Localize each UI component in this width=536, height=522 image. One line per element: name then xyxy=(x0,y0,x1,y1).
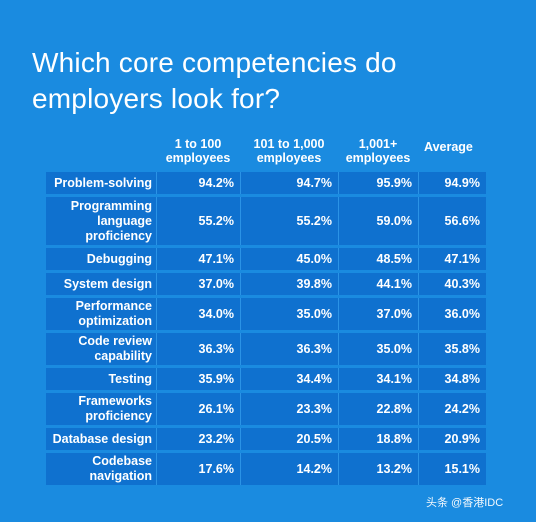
cell-value: 35.0% xyxy=(240,298,338,330)
cell-value: 94.9% xyxy=(418,172,486,194)
row-label: Codebase navigation xyxy=(46,453,156,485)
cell-value: 59.0% xyxy=(338,197,418,245)
table-row: Testing 35.9% 34.4% 34.1% 34.8% xyxy=(46,368,486,390)
table-row: Performance optimization 34.0% 35.0% 37.… xyxy=(46,298,486,330)
row-label: Problem-solving xyxy=(46,172,156,194)
column-header: 1,001+ employees xyxy=(345,137,411,165)
column-header: 1 to 100 employees xyxy=(165,137,231,165)
cell-value: 20.5% xyxy=(240,428,338,450)
cell-value: 22.8% xyxy=(338,393,418,425)
cell-value: 36.3% xyxy=(156,333,240,365)
cell-value: 94.7% xyxy=(240,172,338,194)
row-label: Database design xyxy=(46,428,156,450)
cell-value: 34.1% xyxy=(338,368,418,390)
cell-value: 35.9% xyxy=(156,368,240,390)
cell-value: 13.2% xyxy=(338,453,418,485)
cell-value: 44.1% xyxy=(338,273,418,295)
cell-value: 20.9% xyxy=(418,428,486,450)
table-row: Database design 23.2% 20.5% 18.8% 20.9% xyxy=(46,428,486,450)
header-empty xyxy=(46,129,156,169)
table-row: Code review capability 36.3% 36.3% 35.0%… xyxy=(46,333,486,365)
table-row: Problem-solving 94.2% 94.7% 95.9% 94.9% xyxy=(46,172,486,194)
cell-value: 95.9% xyxy=(338,172,418,194)
cell-value: 36.0% xyxy=(418,298,486,330)
table-row: Frameworks proficiency 26.1% 23.3% 22.8%… xyxy=(46,393,486,425)
row-label: Debugging xyxy=(46,248,156,270)
table-row: Debugging 47.1% 45.0% 48.5% 47.1% xyxy=(46,248,486,270)
competency-table: 1 to 100 employees 101 to 1,000 employee… xyxy=(46,126,486,488)
cell-value: 37.0% xyxy=(156,273,240,295)
cell-value: 18.8% xyxy=(338,428,418,450)
cell-value: 23.2% xyxy=(156,428,240,450)
cell-value: 47.1% xyxy=(156,248,240,270)
row-label: Performance optimization xyxy=(46,298,156,330)
row-label: System design xyxy=(46,273,156,295)
column-header: Average xyxy=(424,140,473,154)
cell-value: 39.8% xyxy=(240,273,338,295)
cell-value: 37.0% xyxy=(338,298,418,330)
cell-value: 14.2% xyxy=(240,453,338,485)
column-header: 101 to 1,000 employees xyxy=(253,137,325,165)
cell-value: 48.5% xyxy=(338,248,418,270)
table-header-row: 1 to 100 employees 101 to 1,000 employee… xyxy=(46,129,486,169)
cell-value: 26.1% xyxy=(156,393,240,425)
table-row: System design 37.0% 39.8% 44.1% 40.3% xyxy=(46,273,486,295)
cell-value: 23.3% xyxy=(240,393,338,425)
cell-value: 35.0% xyxy=(338,333,418,365)
watermark: 头条 @香港IDC xyxy=(426,497,504,509)
cell-value: 36.3% xyxy=(240,333,338,365)
table-row: Codebase navigation 17.6% 14.2% 13.2% 15… xyxy=(46,453,486,485)
cell-value: 34.0% xyxy=(156,298,240,330)
row-label: Testing xyxy=(46,368,156,390)
cell-value: 94.2% xyxy=(156,172,240,194)
cell-value: 15.1% xyxy=(418,453,486,485)
cell-value: 55.2% xyxy=(156,197,240,245)
cell-value: 17.6% xyxy=(156,453,240,485)
cell-value: 55.2% xyxy=(240,197,338,245)
table-row: Programming language proficiency 55.2% 5… xyxy=(46,197,486,245)
cell-value: 24.2% xyxy=(418,393,486,425)
cell-value: 35.8% xyxy=(418,333,486,365)
row-label: Code review capability xyxy=(46,333,156,365)
cell-value: 34.8% xyxy=(418,368,486,390)
row-label: Programming language proficiency xyxy=(46,197,156,245)
row-label: Frameworks proficiency xyxy=(46,393,156,425)
page-title: Which core competencies do employers loo… xyxy=(32,46,397,114)
cell-value: 34.4% xyxy=(240,368,338,390)
cell-value: 40.3% xyxy=(418,273,486,295)
cell-value: 45.0% xyxy=(240,248,338,270)
cell-value: 56.6% xyxy=(418,197,486,245)
cell-value: 47.1% xyxy=(418,248,486,270)
